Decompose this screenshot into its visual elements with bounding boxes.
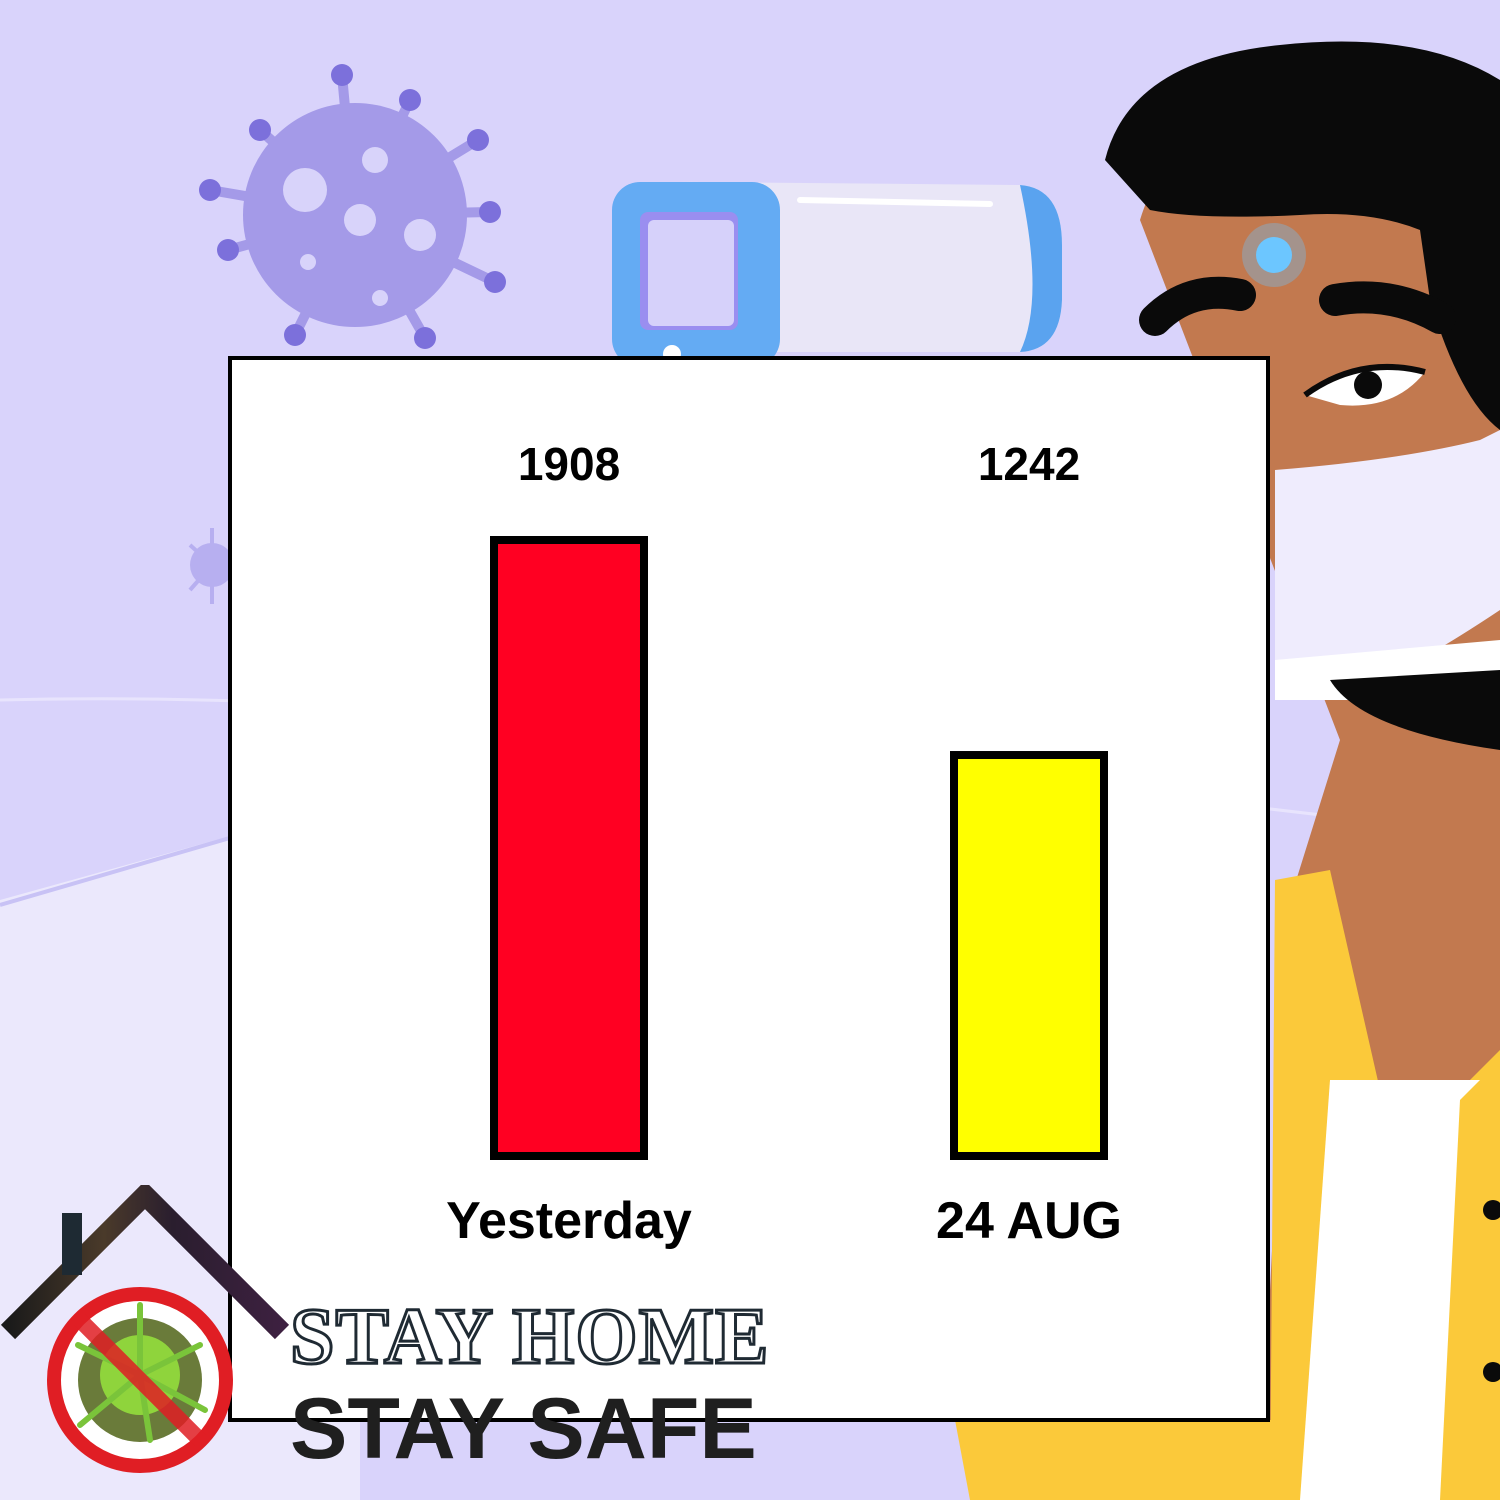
- no-virus-icon: [47, 1287, 233, 1473]
- value-label-1: 1908: [518, 438, 620, 490]
- stay-home-text: STAY HOME: [288, 1292, 770, 1383]
- category-label-2: 24 AUG: [936, 1192, 1122, 1250]
- stay-home-logo: [0, 1185, 290, 1473]
- stay-home-line: STAY HOME: [288, 1292, 770, 1383]
- bar-1: [490, 536, 648, 1160]
- bar-chart: 1908 Yesterday 1242 24 AUG: [446, 438, 1122, 1250]
- house-icon: [0, 1185, 290, 1340]
- small-virus-icon: [188, 528, 234, 604]
- chart-panel: 1908 Yesterday 1242 24 AUG: [228, 356, 1270, 1422]
- value-label-2: 1242: [978, 438, 1080, 490]
- person-with-mask: [955, 41, 1500, 1500]
- bar-2: [950, 751, 1108, 1160]
- thermometer-icon: [612, 181, 1062, 367]
- virus-icon: [199, 64, 506, 349]
- stay-safe-text: STAY SAFE: [290, 1381, 757, 1477]
- category-label-1: Yesterday: [446, 1192, 692, 1250]
